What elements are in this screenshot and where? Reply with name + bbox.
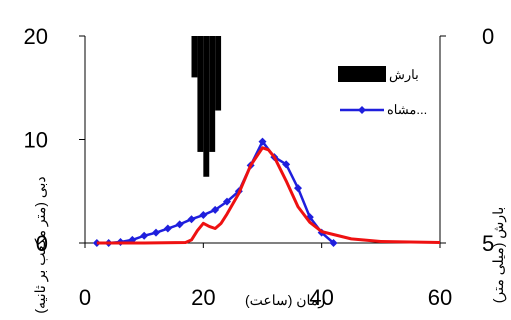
observed-point [199, 211, 208, 220]
legend-bar-swatch [338, 66, 386, 82]
y-left-tick-label: 10 [24, 128, 48, 153]
x-tick-label: 20 [191, 285, 215, 310]
precip-bar [203, 36, 210, 177]
x-tick-label: 40 [309, 285, 333, 310]
y-left-tick-label: 0 [36, 231, 48, 256]
observed-point [282, 160, 291, 169]
y-right-tick-label: 5 [482, 231, 494, 256]
precip-bar [209, 36, 216, 152]
y-right-tick-label: 0 [482, 24, 494, 49]
y-right-ticks: 05 [440, 24, 494, 256]
legend: بارش مشاه... [338, 66, 427, 117]
observed-point [163, 224, 172, 233]
observed-point [258, 137, 267, 146]
observed-point [140, 231, 149, 240]
legend-obs-swatch-marker [358, 106, 366, 114]
observed-point [294, 184, 302, 193]
simulated-line [96, 146, 441, 245]
observed-point [223, 197, 231, 206]
observed-point [211, 205, 220, 214]
y-left-ticks: 0 10 20 [24, 24, 85, 256]
observed-point [152, 228, 160, 237]
precip-bar [215, 36, 222, 111]
x-axis-title: زمان (ساعت) [245, 292, 325, 309]
y-left-tick-label: 20 [24, 24, 48, 49]
x-ticks: 0 20 40 60 [79, 243, 452, 310]
chart-marks [92, 36, 441, 247]
observed-point [187, 215, 196, 224]
legend-bar-label: بارش [389, 67, 419, 83]
precip-bar [197, 36, 204, 152]
precip-bar [191, 36, 198, 78]
legend-obs-label: مشاه... [387, 102, 427, 117]
x-tick-label: 60 [428, 285, 452, 310]
observed-point [175, 220, 184, 229]
observed-point [329, 239, 338, 247]
y-right-axis-title: بارش (میلی متر) [490, 207, 507, 304]
x-tick-label: 0 [79, 285, 91, 310]
y-left-axis-title: دبی (متر مکعب بر ثانیه) [32, 176, 49, 313]
